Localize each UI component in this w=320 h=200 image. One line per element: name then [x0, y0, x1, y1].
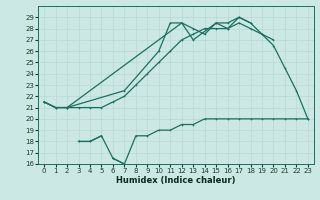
X-axis label: Humidex (Indice chaleur): Humidex (Indice chaleur) — [116, 176, 236, 185]
